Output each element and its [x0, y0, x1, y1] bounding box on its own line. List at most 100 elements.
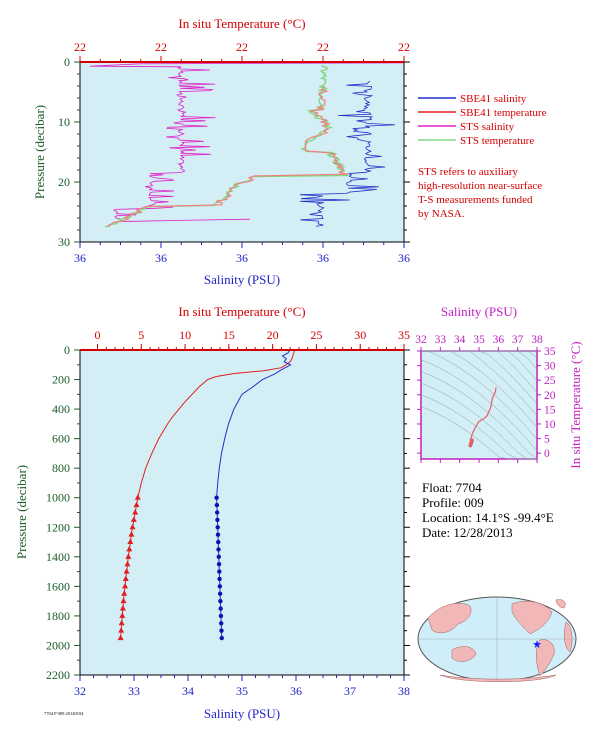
top-pressure-tick-label: 20 — [58, 175, 70, 189]
salinity-point — [216, 539, 221, 545]
sts-note-line-1: STS refers to auxiliary — [418, 166, 518, 178]
temperature-point — [122, 582, 129, 589]
ts-point — [470, 438, 474, 443]
top-salinity-axis-title: Salinity (PSU) — [204, 272, 280, 287]
top-pressure-axis-title: Pressure (decibar) — [32, 105, 47, 199]
top-salinity-tick-label: 36 — [317, 251, 329, 265]
temperature-point — [121, 590, 128, 596]
top-panel: 0 10 20 30 22 36 22 36 22 36 22 36 22 36 In situ Temp… — [32, 16, 410, 287]
location: Location: 14.1°S -99.4°E — [422, 510, 554, 525]
top-pressure-tick-label: 0 — [64, 55, 70, 69]
salinity-point — [216, 554, 221, 560]
ts-temp-tick-label: 35 — [544, 346, 556, 358]
temperature-point — [122, 575, 129, 581]
bottom-pressure-tick-label: 1800 — [46, 609, 70, 623]
temperature-point — [134, 494, 141, 500]
top-temp-axis-title: In situ Temperature (°C) — [178, 16, 305, 31]
ts-salinity-tick-label: 32 — [415, 334, 427, 346]
ts-isopycnal — [420, 350, 538, 440]
temperature-point — [117, 634, 124, 641]
temperature-point — [129, 523, 136, 530]
temperature-point — [128, 531, 135, 537]
ts-temp-axis-title: In situ Temperature (°C) — [568, 341, 583, 468]
bottom-traces — [117, 350, 295, 641]
float-info: Float: 7704 Profile: 009 Location: 14.1°… — [422, 480, 554, 540]
salinity-point — [216, 547, 221, 552]
sts-note-line-3: T-S measurements funded — [418, 194, 533, 206]
map-land-antarctica — [439, 674, 557, 682]
bottom-temp-tick-label: 15 — [223, 328, 235, 342]
bottom-pressure-tick-label: 1600 — [46, 579, 70, 593]
profile-date: Date: 12/28/2013 — [422, 525, 513, 540]
legend-label-sbe_temperature: SBE41 temperature — [460, 107, 547, 119]
bottom-panel: 0200400600800100012001400160018002000220… — [14, 304, 410, 721]
top-temp-tick-label: 22 — [155, 40, 167, 54]
ts-temp-tick-label: 15 — [544, 404, 556, 416]
temperature-point — [118, 627, 125, 633]
ts-salinity-tick-label: 34 — [454, 334, 466, 346]
sbe41-salinity-line — [299, 80, 395, 227]
salinity-point — [216, 562, 222, 567]
bottom-temp-axis-title: In situ Temperature (°C) — [178, 304, 305, 319]
salinity-point — [214, 510, 220, 515]
bottom-salinity-tick-label: 36 — [290, 684, 302, 698]
legend-label-sbe_salinity: SBE41 salinity — [460, 93, 527, 105]
map-land-asia — [427, 603, 472, 634]
ts-salinity-tick-label: 35 — [473, 334, 485, 346]
map-land-south-america — [536, 639, 555, 677]
ts-traces — [468, 387, 497, 448]
bottom-plot-area — [79, 349, 405, 676]
bottom-pressure-tick-label: 2200 — [46, 668, 70, 682]
bottom-temp-tick-label: 5 — [138, 328, 144, 342]
temperature-point — [125, 553, 132, 559]
sts-note: STS refers to auxiliary high-resolution … — [418, 166, 542, 220]
map-land-north-america — [511, 601, 553, 635]
sbe41-temperature-line — [106, 85, 348, 227]
sts-note-line-2: high-resolution near-surface — [418, 180, 542, 192]
temperature-point — [132, 509, 139, 515]
ts-salinity-tick-label: 37 — [512, 334, 524, 346]
map-land-africa — [564, 621, 573, 653]
bottom-temp-tick-label: 25 — [310, 328, 322, 342]
float-id: Float: 7704 — [422, 480, 482, 495]
legend-label-sts_temperature: STS temperature — [460, 135, 534, 147]
profile-number: Profile: 009 — [422, 495, 484, 510]
ts-salinity-tick-label: 38 — [531, 334, 543, 346]
salinity-point — [218, 606, 223, 611]
temperature-point — [123, 568, 130, 574]
bottom-temp-tick-label: 0 — [95, 328, 101, 342]
temperature-point — [127, 538, 134, 545]
bottom-pressure-tick-label: 800 — [52, 461, 70, 475]
ts-salinity-axis-title: Salinity (PSU) — [441, 304, 517, 319]
bottom-temp-tick-label: 30 — [354, 328, 366, 342]
map-land-greenland — [555, 599, 566, 609]
bottom-salinity-tick-label: 33 — [128, 684, 140, 698]
top-legend: SBE41 salinity SBE41 temperature STS salin… — [418, 93, 547, 147]
ts-temp-tick-label: 10 — [544, 419, 556, 431]
top-temp-tick-label: 22 — [236, 40, 248, 54]
salinity-point — [219, 635, 224, 641]
top-salinity-tick-label: 36 — [236, 251, 248, 265]
bottom-pressure-tick-label: 400 — [52, 402, 70, 416]
ts-isopycnal — [420, 382, 537, 460]
bottom-salinity-tick-label: 32 — [74, 684, 86, 698]
sts-note-line-4: by NASA. — [418, 208, 465, 220]
bottom-temp-tick-label: 10 — [179, 328, 191, 342]
temperature-point — [124, 560, 131, 567]
top-pressure-tick-label: 10 — [58, 115, 70, 129]
top-temp-tick-label: 22 — [317, 40, 329, 54]
temperature-profile-line — [137, 350, 295, 498]
ts-inset: 32 33 34 35 36 37 38 0 5 10 15 20 25 30 35 Salinity (P… — [415, 304, 583, 469]
map-land — [427, 599, 573, 682]
bottom-pressure-tick-label: 0 — [64, 343, 70, 357]
bottom-salinity-tick-label: 34 — [182, 684, 194, 698]
bottom-pressure-tick-label: 1200 — [46, 520, 70, 534]
top-traces — [89, 62, 405, 228]
bottom-pressure-tick-label: 600 — [52, 432, 70, 446]
bottom-salinity-axis-title: Salinity (PSU) — [204, 706, 280, 721]
salinity-point — [219, 621, 224, 626]
bottom-axes: 0200400600800100012001400160018002000220… — [46, 328, 410, 698]
salinity-point — [215, 532, 221, 537]
map-land-australia — [451, 646, 477, 662]
